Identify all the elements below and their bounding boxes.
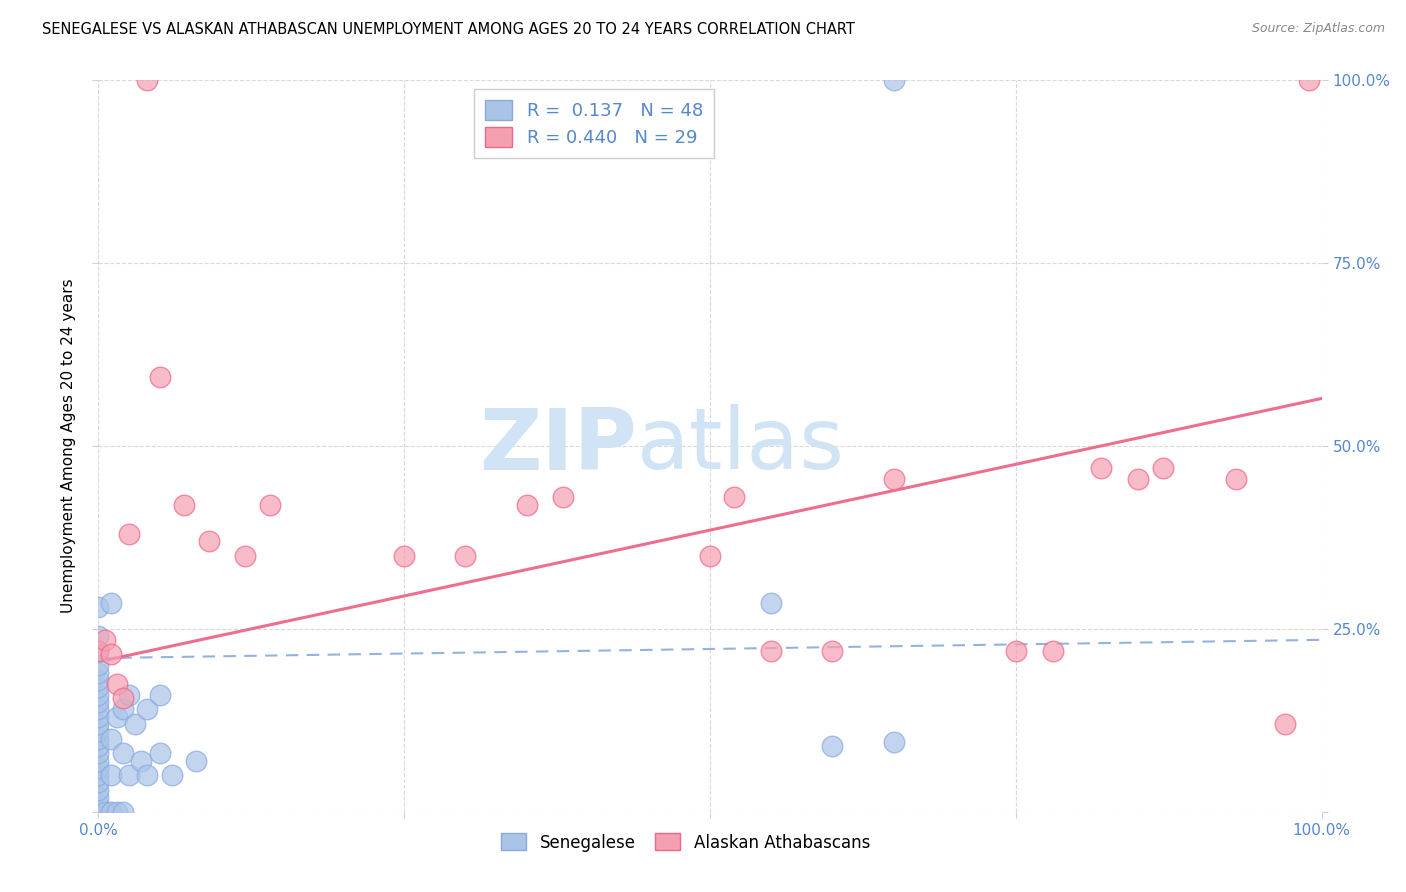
Point [100,648,122,662]
Point [87,746,110,760]
Point [149,688,172,702]
Point [883,735,905,749]
Point [821,739,844,753]
Point [259,498,281,512]
Point [87,775,110,789]
Point [515,498,537,512]
Point [87,681,110,695]
Legend: Senegalese, Alaskan Athabascans: Senegalese, Alaskan Athabascans [495,827,877,858]
Point [111,805,134,819]
Point [136,768,159,782]
Text: ZIP: ZIP [479,404,637,488]
Text: Source: ZipAtlas.com: Source: ZipAtlas.com [1251,22,1385,36]
Point [124,717,146,731]
Point [87,717,110,731]
Point [100,768,122,782]
Point [1004,644,1026,658]
Point [87,695,110,709]
Point [87,688,110,702]
Text: atlas: atlas [637,404,845,488]
Point [233,549,256,563]
Point [553,490,575,504]
Point [87,644,110,658]
Point [87,739,110,753]
Point [1090,461,1112,475]
Point [699,549,721,563]
Point [1152,461,1174,475]
Point [118,768,141,782]
Text: SENEGALESE VS ALASKAN ATHABASCAN UNEMPLOYMENT AMONG AGES 20 TO 24 YEARS CORRELAT: SENEGALESE VS ALASKAN ATHABASCAN UNEMPLO… [42,22,855,37]
Point [87,805,110,819]
Point [1298,73,1320,87]
Point [100,596,122,610]
Point [100,731,122,746]
Y-axis label: Unemployment Among Ages 20 to 24 years: Unemployment Among Ages 20 to 24 years [62,278,76,614]
Point [87,797,110,812]
Point [197,534,219,549]
Point [761,596,783,610]
Point [160,768,183,782]
Point [93,632,115,647]
Point [129,754,152,768]
Point [93,805,115,819]
Point [392,549,416,563]
Point [87,731,110,746]
Point [761,644,783,658]
Point [87,702,110,716]
Point [136,702,159,716]
Point [87,665,110,680]
Point [87,673,110,687]
Point [149,746,172,760]
Point [821,644,844,658]
Point [883,73,905,87]
Point [136,73,159,87]
Point [111,691,134,706]
Point [118,526,141,541]
Point [1274,717,1296,731]
Point [173,498,195,512]
Point [87,644,110,658]
Point [87,629,110,643]
Point [1128,472,1150,486]
Point [87,658,110,673]
Point [1042,644,1064,658]
Point [105,709,128,723]
Point [454,549,477,563]
Point [87,768,110,782]
Point [87,782,110,797]
Point [111,702,134,716]
Point [87,790,110,805]
Point [883,472,905,486]
Point [100,805,122,819]
Point [723,490,745,504]
Point [1225,472,1247,486]
Point [87,599,110,614]
Point [105,676,128,690]
Point [87,724,110,739]
Point [111,746,134,760]
Point [87,754,110,768]
Point [105,805,128,819]
Point [87,709,110,723]
Point [186,754,208,768]
Point [149,369,172,384]
Point [87,761,110,775]
Point [118,688,141,702]
